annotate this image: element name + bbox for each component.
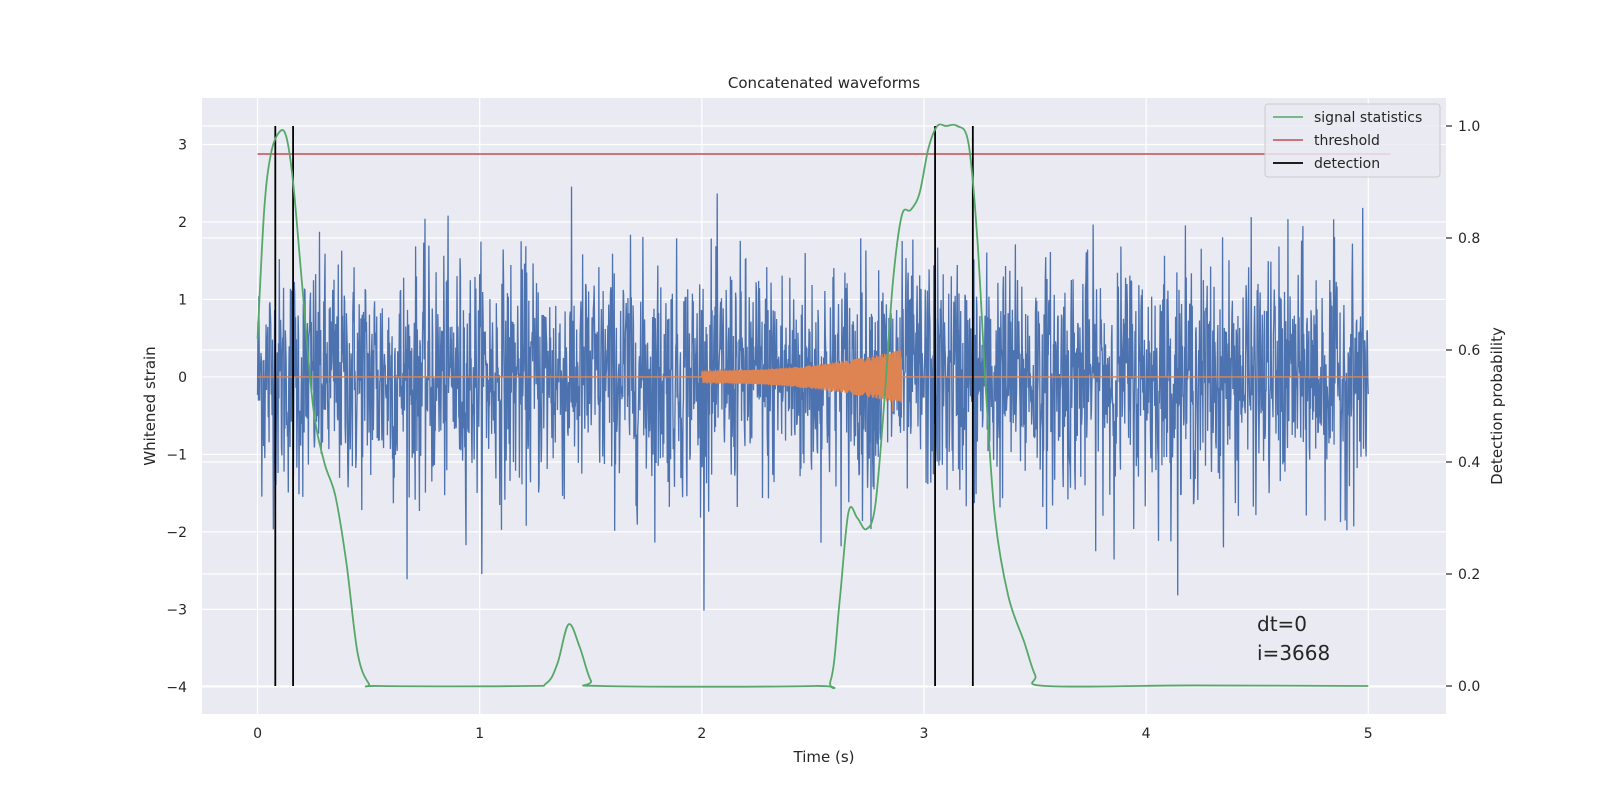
x-tick-label: 3 xyxy=(920,726,929,742)
axis-ticks: 0 1 2 3 4 5 3 2 1 0 −1 −2 −3 −4 1.0 0.8 0.6 0.4 0.2 0.0 xyxy=(166,119,1480,742)
detection-series xyxy=(274,126,974,686)
x-axis-label: Time (s) xyxy=(793,748,855,766)
x-tick-label: 1 xyxy=(475,726,484,742)
x-tick-label: 5 xyxy=(1364,726,1373,742)
y-tick-label-left: −3 xyxy=(166,602,187,618)
x-tick-label: 4 xyxy=(1142,726,1151,742)
y-tick-label-left: −2 xyxy=(166,525,187,541)
legend-label-threshold: threshold xyxy=(1314,133,1380,149)
y-tick-label-right: 0.0 xyxy=(1458,679,1480,695)
y-axis-label-left: Whitened strain xyxy=(141,346,159,465)
chart-title: Concatenated waveforms xyxy=(728,74,920,92)
x-tick-label: 0 xyxy=(253,726,262,742)
y-tick-label-right: 0.2 xyxy=(1458,567,1480,583)
legend-label-detection: detection xyxy=(1314,156,1380,172)
y-tick-label-right: 0.4 xyxy=(1458,455,1480,471)
x-tick-label: 2 xyxy=(697,726,706,742)
legend-label-signal-statistics: signal statistics xyxy=(1314,110,1422,126)
y-tick-label-left: −1 xyxy=(166,447,187,463)
signal-statistics-line xyxy=(256,123,1369,690)
y-tick-label-left: 3 xyxy=(178,137,187,153)
y-tick-label-left: 1 xyxy=(178,292,187,308)
injected-signal-series xyxy=(257,350,1369,412)
legend-box xyxy=(1264,103,1441,178)
y-tick-label-right: 1.0 xyxy=(1458,119,1480,135)
signal-statistics-series xyxy=(256,123,1369,690)
legend: signal statistics threshold detection xyxy=(1264,103,1441,178)
y-tick-label-right: 0.8 xyxy=(1458,231,1480,247)
y-tick-label-left: 2 xyxy=(178,215,187,231)
y-tick-label-right: 0.6 xyxy=(1458,343,1480,359)
y-axis-label-right: Detection probability xyxy=(1488,327,1506,485)
y-tick-label-left: 0 xyxy=(178,370,187,386)
annotation-dt: dt=0 xyxy=(1257,612,1307,636)
annotation-index: i=3668 xyxy=(1257,641,1330,665)
injected-signal-line xyxy=(257,350,1369,412)
y-tick-label-left: −4 xyxy=(166,680,187,696)
